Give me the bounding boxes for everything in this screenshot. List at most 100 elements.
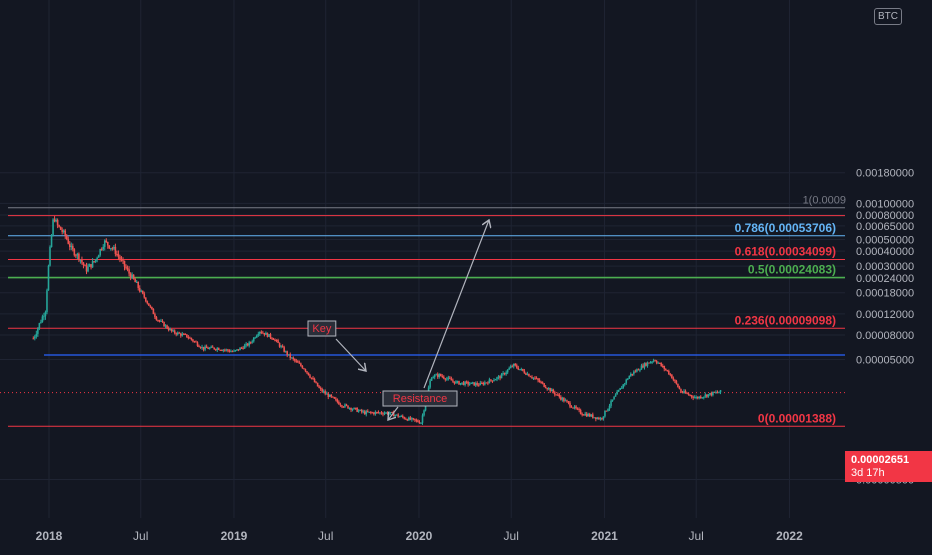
candle bbox=[517, 365, 520, 371]
candle bbox=[490, 379, 492, 382]
candle bbox=[201, 344, 203, 350]
svg-text:Resistance: Resistance bbox=[393, 393, 447, 405]
candle bbox=[47, 264, 50, 291]
candle bbox=[108, 245, 111, 250]
candle bbox=[184, 333, 187, 335]
candle bbox=[532, 377, 535, 381]
candle bbox=[446, 376, 448, 381]
candle bbox=[306, 370, 308, 375]
x-tick-label: Jul bbox=[133, 529, 148, 543]
candle bbox=[406, 418, 409, 422]
candle bbox=[293, 358, 296, 363]
x-tick-label: 2019 bbox=[221, 529, 248, 543]
candle bbox=[417, 419, 419, 423]
candle bbox=[327, 392, 330, 400]
candle bbox=[208, 347, 211, 350]
candle bbox=[342, 406, 345, 408]
candle bbox=[461, 382, 463, 385]
candle bbox=[512, 363, 515, 369]
candle bbox=[237, 349, 240, 352]
candle bbox=[93, 260, 95, 263]
candle bbox=[666, 369, 669, 372]
candle bbox=[649, 360, 652, 364]
candle bbox=[421, 413, 424, 425]
candle bbox=[411, 417, 413, 422]
candle bbox=[106, 241, 109, 249]
price-badge: 0.00002651 3d 17h bbox=[845, 451, 932, 482]
level-layer: 1(0.0009 0.786(0.00053706) 0.618(0.0003409… bbox=[0, 195, 846, 427]
candle bbox=[401, 414, 404, 419]
candle bbox=[528, 373, 530, 377]
candle bbox=[476, 381, 479, 387]
candle bbox=[441, 374, 444, 379]
candle bbox=[88, 263, 91, 267]
candle bbox=[81, 256, 83, 265]
candle bbox=[474, 381, 477, 388]
candle bbox=[455, 380, 457, 384]
x-tick-label: Jul bbox=[504, 529, 519, 543]
candle bbox=[368, 411, 371, 413]
candle bbox=[707, 394, 710, 398]
candle bbox=[658, 362, 661, 364]
candle bbox=[254, 336, 257, 339]
candle bbox=[534, 376, 536, 380]
candle bbox=[695, 395, 697, 400]
candle bbox=[706, 394, 708, 399]
candle bbox=[240, 346, 243, 349]
candle bbox=[637, 368, 640, 371]
candle bbox=[668, 369, 670, 375]
y-tick-label: 0.00008000 bbox=[856, 330, 914, 342]
candle bbox=[56, 218, 59, 229]
candle bbox=[344, 403, 346, 408]
candle bbox=[116, 250, 118, 257]
candle bbox=[257, 331, 260, 337]
candle bbox=[119, 254, 121, 263]
candle bbox=[160, 318, 162, 322]
candle bbox=[94, 258, 97, 264]
candle bbox=[58, 224, 60, 228]
candle bbox=[713, 391, 716, 393]
candle bbox=[70, 242, 73, 251]
candle bbox=[593, 417, 596, 419]
candle bbox=[555, 394, 558, 396]
candle bbox=[385, 411, 387, 415]
candle bbox=[198, 344, 200, 348]
candle bbox=[53, 216, 56, 223]
candle bbox=[181, 331, 184, 337]
candle bbox=[702, 396, 705, 400]
candle bbox=[503, 372, 506, 376]
candle bbox=[508, 366, 510, 370]
candle bbox=[289, 352, 292, 361]
currency-badge[interactable]: BTC bbox=[874, 8, 902, 25]
candle bbox=[681, 390, 684, 394]
candle bbox=[626, 378, 629, 381]
candle bbox=[611, 399, 614, 402]
fib-level-label: 0.5(0.00024083) bbox=[748, 263, 836, 277]
candle bbox=[196, 341, 199, 347]
candle bbox=[409, 415, 412, 421]
candle bbox=[459, 382, 462, 386]
candle bbox=[295, 358, 298, 363]
candle bbox=[588, 412, 591, 418]
candle bbox=[403, 416, 406, 420]
candle bbox=[633, 370, 635, 376]
candle bbox=[420, 422, 422, 425]
candle bbox=[161, 319, 164, 323]
candle bbox=[581, 412, 583, 417]
candle bbox=[205, 344, 208, 349]
candle bbox=[75, 253, 77, 259]
candle bbox=[549, 387, 552, 394]
candle bbox=[303, 367, 305, 370]
candle bbox=[573, 405, 576, 410]
candle bbox=[674, 379, 676, 384]
candle bbox=[430, 376, 433, 382]
candle bbox=[297, 359, 299, 363]
candle bbox=[704, 392, 707, 398]
y-tick-label: 0.00030000 bbox=[856, 261, 914, 273]
candle bbox=[491, 380, 494, 384]
resistance-arrow bbox=[388, 406, 399, 420]
candle bbox=[87, 263, 89, 273]
candle bbox=[684, 389, 687, 394]
